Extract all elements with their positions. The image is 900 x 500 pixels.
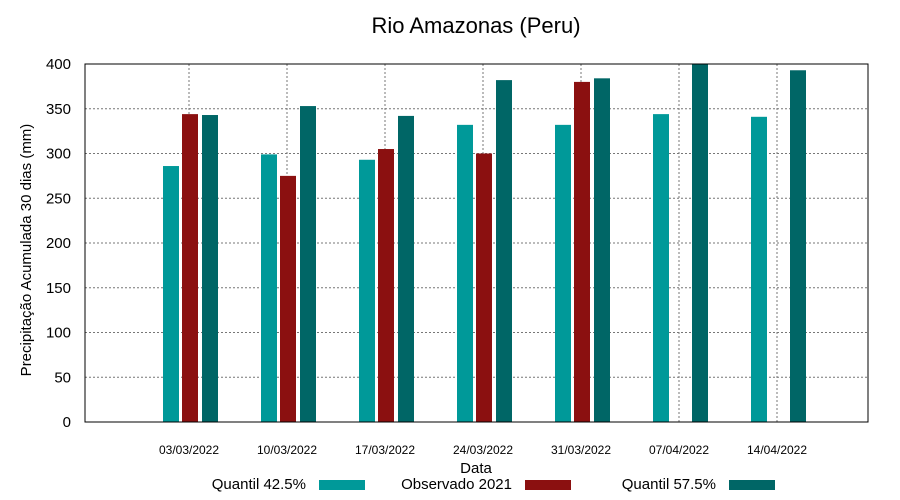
x-tick-labels: 03/03/2022 10/03/2022 17/03/2022 24/03/2022… [159, 443, 807, 457]
bar-quantil-42-5- [751, 116, 767, 423]
y-tick-labels: 0 50 100 150 200 250 300 350 400 [46, 56, 71, 431]
bar-quantil-57-5- [300, 106, 316, 422]
bar-quantil-42-5- [163, 166, 179, 422]
bar-quantil-57-5- [202, 115, 218, 422]
y-tick-label: 150 [46, 280, 71, 297]
chart-title: Rio Amazonas (Peru) [371, 13, 580, 38]
legend-label: Quantil 42.5% [212, 476, 306, 493]
legend-swatch [319, 480, 365, 490]
x-tick-label: 17/03/2022 [355, 443, 415, 457]
bar-observado-2021 [182, 114, 198, 423]
legend: Quantil 42.5% Observado 2021 Quantil 57.5% [212, 476, 775, 493]
x-tick-label: 31/03/2022 [551, 443, 611, 457]
y-tick-label: 400 [46, 56, 71, 73]
bar-observado-2021 [476, 153, 492, 422]
legend-label: Observado 2021 [401, 476, 512, 493]
y-tick-label: 50 [54, 369, 71, 386]
grid-lines [85, 64, 868, 422]
x-tick-label: 24/03/2022 [453, 443, 513, 457]
y-tick-label: 200 [46, 235, 71, 252]
y-tick-label: 350 [46, 101, 71, 118]
bar-quantil-42-5- [359, 159, 375, 422]
bars [163, 64, 806, 423]
bar-quantil-57-5- [496, 80, 512, 423]
plot-frame [84, 63, 869, 423]
bar-quantil-57-5- [790, 70, 806, 422]
y-axis-label: Precipitação Acumulada 30 dias (mm) [18, 124, 35, 377]
legend-swatch [525, 480, 571, 490]
legend-label: Quantil 57.5% [622, 476, 716, 493]
bar-quantil-57-5- [398, 115, 414, 422]
bar-quantil-42-5- [653, 114, 669, 423]
y-tick-label: 100 [46, 325, 71, 342]
bar-quantil-42-5- [261, 154, 277, 422]
bar-quantil-57-5- [594, 78, 610, 422]
bar-quantil-42-5- [457, 124, 473, 423]
x-axis-label: Data [460, 460, 492, 477]
x-tick-label: 03/03/2022 [159, 443, 219, 457]
y-tick-label: 300 [46, 146, 71, 163]
y-tick-label: 250 [46, 190, 71, 207]
bar-quantil-42-5- [555, 124, 571, 423]
bar-observado-2021 [574, 81, 590, 423]
legend-swatch [729, 480, 775, 490]
x-tick-label: 14/04/2022 [747, 443, 807, 457]
x-tick-label: 07/04/2022 [649, 443, 709, 457]
bar-observado-2021 [280, 175, 296, 422]
x-tick-label: 10/03/2022 [257, 443, 317, 457]
bar-quantil-57-5- [692, 64, 708, 422]
y-tick-label: 0 [63, 414, 71, 431]
bar-observado-2021 [378, 149, 394, 422]
